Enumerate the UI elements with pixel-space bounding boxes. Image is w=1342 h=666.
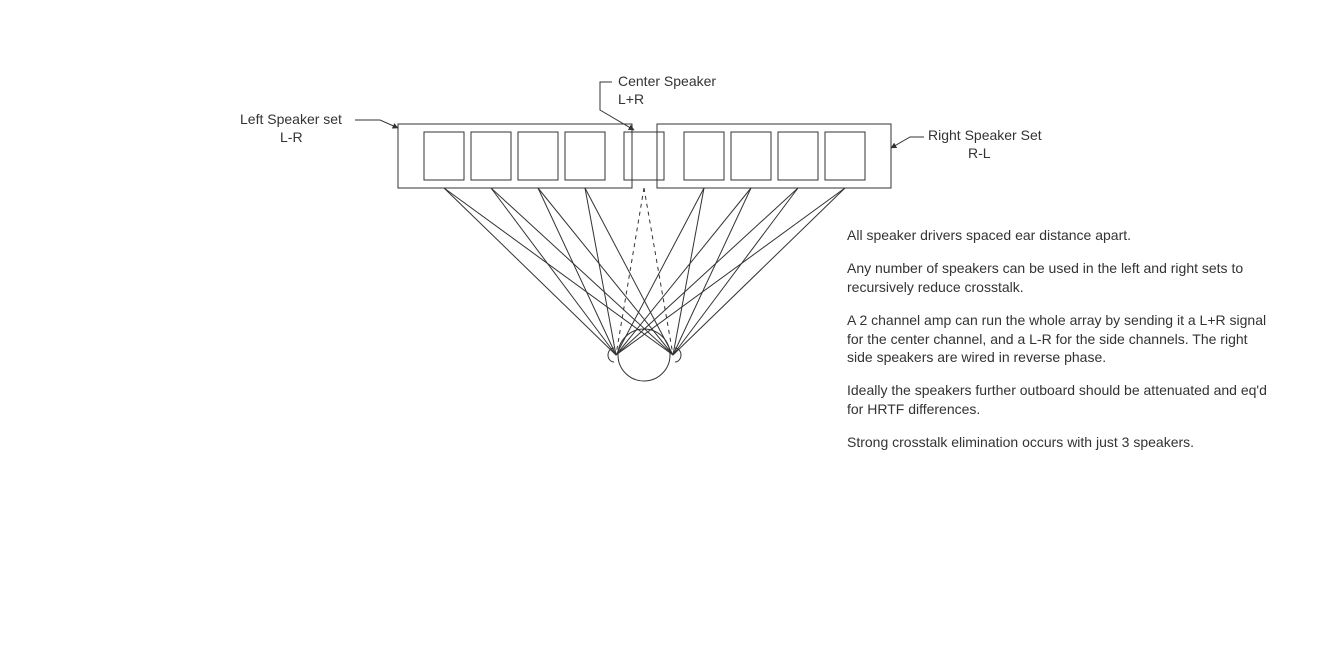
ray bbox=[491, 188, 616, 355]
left-driver-4 bbox=[565, 132, 605, 180]
label-left-set-line1: Left Speaker set bbox=[240, 110, 342, 129]
left-driver-2 bbox=[471, 132, 511, 180]
right-driver-1 bbox=[684, 132, 724, 180]
ray bbox=[491, 188, 673, 355]
ray bbox=[616, 188, 798, 355]
left-enclosure bbox=[398, 124, 632, 188]
desc-p4: Ideally the speakers further outboard sh… bbox=[847, 381, 1277, 419]
left-driver-3 bbox=[518, 132, 558, 180]
label-left-set-line2: L-R bbox=[280, 128, 303, 147]
ray bbox=[644, 188, 673, 355]
right-driver-4 bbox=[825, 132, 865, 180]
label-center-speaker-line2: L+R bbox=[618, 90, 644, 109]
ray bbox=[616, 188, 644, 355]
desc-p5: Strong crosstalk elimination occurs with… bbox=[847, 433, 1277, 452]
label-center-speaker-line1: Center Speaker bbox=[618, 72, 716, 91]
label-right-set-line1: Right Speaker Set bbox=[928, 126, 1042, 145]
ray bbox=[673, 188, 798, 355]
description-block: All speaker drivers spaced ear distance … bbox=[847, 226, 1277, 466]
ray bbox=[444, 188, 616, 355]
listener-head bbox=[618, 329, 670, 381]
center-driver bbox=[624, 132, 664, 180]
callout-leader-right bbox=[891, 137, 924, 148]
ray bbox=[538, 188, 616, 355]
label-right-set-line2: R-L bbox=[968, 144, 991, 163]
ray bbox=[673, 188, 751, 355]
right-enclosure bbox=[657, 124, 891, 188]
diagram-stage: { "canvas": { "width": 1342, "height": 6… bbox=[0, 0, 1342, 666]
right-driver-3 bbox=[778, 132, 818, 180]
left-driver-1 bbox=[424, 132, 464, 180]
desc-p3: A 2 channel amp can run the whole array … bbox=[847, 311, 1277, 368]
ray bbox=[673, 188, 845, 355]
desc-p2: Any number of speakers can be used in th… bbox=[847, 259, 1277, 297]
right-driver-2 bbox=[731, 132, 771, 180]
callout-leader-left bbox=[355, 120, 398, 128]
desc-p1: All speaker drivers spaced ear distance … bbox=[847, 226, 1277, 245]
